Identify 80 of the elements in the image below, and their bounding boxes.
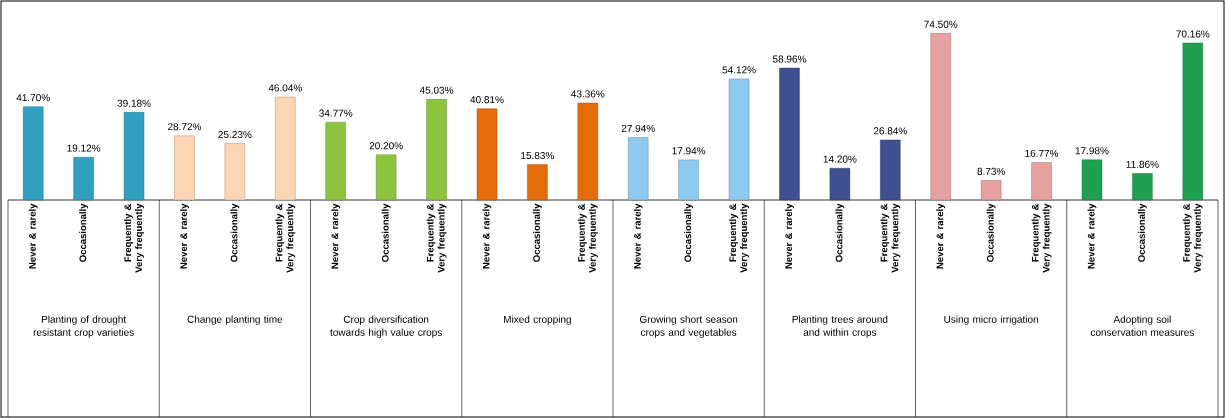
x-tick-label: Frequently & Very frequently (275, 203, 296, 273)
x-tick-label: Frequently & Very frequently (124, 203, 144, 273)
x-tick-label: Frequently & Very frequently (426, 203, 447, 273)
x-tick-label: Never & rarely (482, 203, 492, 269)
data-label: 16.77% (1025, 149, 1059, 157)
data-label: 15.83% (521, 151, 554, 160)
data-label: 70.16% (1176, 30, 1210, 38)
bar (829, 168, 851, 201)
bar (1132, 173, 1153, 201)
text: Planting of drought resistant crop varieties (33, 315, 134, 338)
data-label: 14.20% (823, 155, 857, 163)
x-tick-label: Frequently & Very frequently (729, 203, 749, 273)
bar (628, 137, 649, 201)
x-tick-label: Never & rarely (785, 203, 794, 269)
text: Planting trees around and within crops (792, 315, 888, 338)
data-label: 28.72% (168, 123, 202, 131)
data-label: 58.96% (772, 55, 807, 63)
x-tick-label: Frequently & Very frequently (577, 203, 598, 273)
data-label: 43.36% (571, 90, 605, 98)
x-tick-label: Frequently & Very frequently (880, 203, 901, 273)
x-tick-label: Occasionally (684, 203, 694, 262)
bar (930, 33, 951, 201)
bar (123, 112, 145, 201)
bar (375, 154, 397, 201)
bar (880, 139, 901, 201)
x-tick-label: Never & rarely (1087, 203, 1097, 269)
text: Growing short season crops and vegetables (639, 315, 738, 338)
data-label: 54.12% (722, 66, 756, 74)
data-label: 45.03% (419, 86, 454, 94)
bar (1031, 162, 1052, 201)
x-tick-label: Occasionally (835, 203, 845, 262)
x-tick-label: Occasionally (230, 203, 240, 262)
x-tick-label: Occasionally (532, 203, 542, 262)
bar (476, 108, 498, 201)
x-tick-label: Never & rarely (331, 203, 341, 269)
data-label: 17.94% (672, 147, 706, 155)
bar (779, 67, 800, 201)
text: Crop diversification towards high value crops (330, 315, 442, 338)
data-label: 46.04% (268, 84, 302, 92)
data-label: 27.94% (621, 124, 655, 132)
data-label: 41.70% (16, 94, 50, 102)
x-tick-label: Occasionally (986, 203, 996, 262)
data-label: 8.73% (977, 167, 1005, 175)
data-label: 40.81% (470, 96, 504, 104)
data-label: 74.50% (924, 20, 958, 28)
bar (980, 180, 1002, 201)
bar (728, 78, 750, 201)
bar (325, 122, 346, 201)
text: Adopting soil conservation measures (1090, 315, 1194, 336)
bar (174, 135, 195, 201)
bar (1182, 42, 1204, 201)
data-label: 25.23% (218, 130, 252, 139)
text: Using micro irrigation (944, 315, 1038, 325)
data-label: 26.84% (873, 127, 907, 135)
bar (678, 159, 699, 201)
bar (224, 143, 246, 201)
text: Mixed cropping (504, 315, 571, 325)
data-label: 20.20% (369, 142, 403, 150)
x-tick-label: Occasionally (79, 203, 89, 262)
bar (275, 96, 296, 201)
data-label: 39.18% (117, 99, 151, 107)
bar (23, 106, 44, 201)
bar (1081, 159, 1103, 201)
x-tick-label: Never & rarely (28, 203, 38, 269)
data-label: 11.86% (1126, 160, 1159, 168)
data-label: 17.98% (1075, 147, 1109, 155)
data-label: 19.12% (67, 144, 101, 152)
x-tick-label: Frequently & Very frequently (1031, 203, 1052, 273)
x-tick-label: Frequently & Very frequently (1182, 203, 1203, 273)
text: Change planting time (187, 315, 283, 325)
data-label: 34.77% (319, 109, 353, 117)
x-tick-label: Occasionally (381, 203, 391, 262)
x-tick-label: Never & rarely (936, 203, 946, 269)
bar (577, 102, 598, 201)
bar (73, 157, 94, 201)
bar (426, 99, 447, 201)
bar (527, 164, 548, 201)
x-tick-label: Occasionally (1137, 203, 1147, 262)
x-tick-label: Never & rarely (633, 203, 643, 269)
x-tick-label: Never & rarely (180, 203, 189, 269)
